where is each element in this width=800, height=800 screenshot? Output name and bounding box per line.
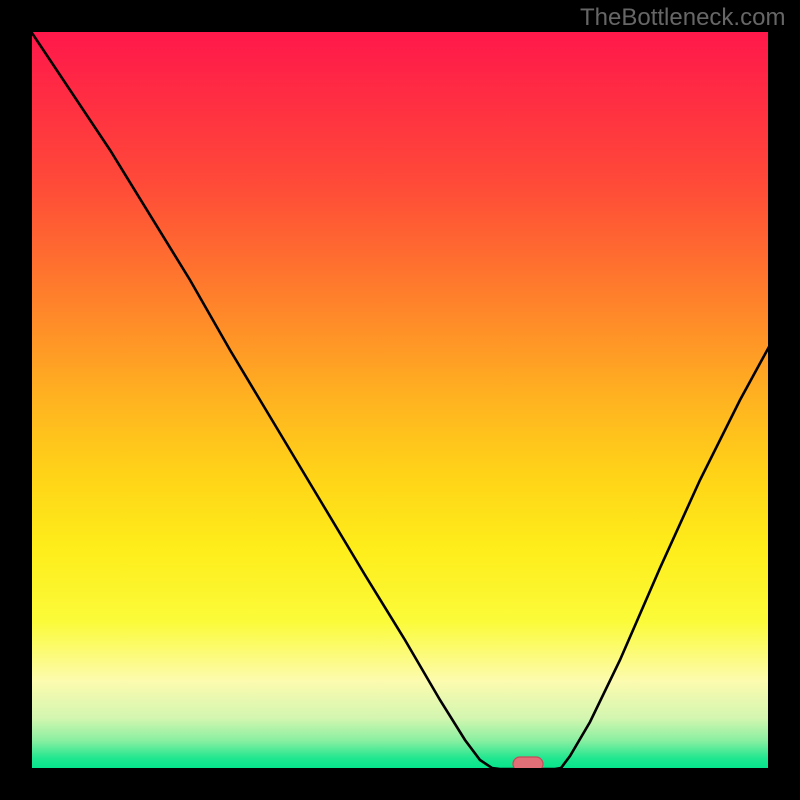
- bottleneck-chart: TheBottleneck.com: [0, 0, 800, 800]
- chart-svg: [0, 0, 800, 800]
- plot-background-gradient: [30, 30, 770, 770]
- watermark-text: TheBottleneck.com: [580, 4, 785, 32]
